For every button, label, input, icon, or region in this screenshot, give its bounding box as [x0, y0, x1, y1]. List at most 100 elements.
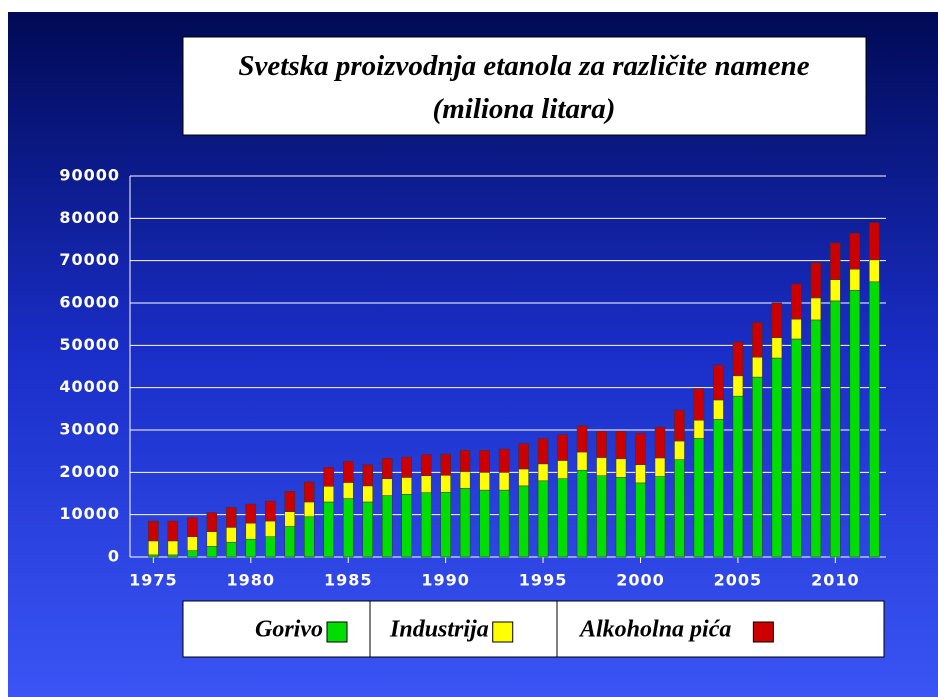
- x-tick-label: 2010: [811, 571, 860, 590]
- bar-segment: [167, 554, 179, 558]
- bar-segment: [479, 472, 490, 491]
- y-tick-label: 0: [108, 547, 120, 566]
- bar-segment: [537, 463, 549, 482]
- bar-segment: [810, 319, 822, 558]
- bar-segment: [557, 460, 568, 479]
- bar-segment: [420, 475, 432, 493]
- bar-segment: [401, 456, 412, 478]
- bar-segment: [654, 426, 666, 459]
- bar-segment: [284, 526, 296, 558]
- bar-segment: [810, 297, 822, 321]
- legend-label: Industrija: [389, 617, 489, 643]
- bar-segment: [323, 486, 334, 503]
- bar-segment: [830, 279, 841, 302]
- bar-segment: [459, 450, 471, 472]
- y-tick-label: 90000: [59, 166, 120, 185]
- bar-segment: [576, 451, 588, 471]
- bar-segment: [206, 512, 218, 532]
- bar-segment: [635, 482, 646, 558]
- bar-segment: [342, 461, 354, 483]
- x-tick-label: 1980: [227, 571, 276, 590]
- bar-segment: [226, 541, 237, 558]
- bar-segment: [752, 356, 763, 378]
- bar-segment: [459, 488, 471, 558]
- bar-segment: [518, 485, 529, 558]
- bar-segment: [440, 491, 451, 558]
- bar-segment: [693, 388, 705, 421]
- bar-segment: [420, 454, 432, 476]
- bar-segment: [869, 259, 880, 283]
- bar-segment: [693, 438, 705, 558]
- bar-segment: [187, 536, 198, 551]
- bar-segment: [304, 516, 315, 558]
- legend: Gorivo Industrija Alkoholna pića: [182, 600, 885, 658]
- bar-segment: [576, 469, 588, 558]
- bar-segment: [830, 300, 841, 558]
- bar-segment: [498, 489, 510, 558]
- y-tick-label: 70000: [59, 250, 120, 269]
- y-tick-label: 50000: [59, 335, 120, 354]
- bar-segment: [849, 268, 861, 291]
- bar-segment: [791, 338, 802, 558]
- bar-segment: [732, 375, 744, 397]
- bar-segment: [713, 419, 724, 558]
- bar-segment: [791, 283, 802, 320]
- x-tick-label: 2000: [616, 571, 665, 590]
- y-tick-label: 20000: [59, 462, 120, 481]
- bar-segment: [518, 468, 529, 487]
- bar-segment: [498, 448, 510, 473]
- legend-box: [556, 600, 885, 658]
- bar-segment: [440, 475, 451, 493]
- bar-segment: [830, 242, 841, 280]
- y-tick-label: 30000: [59, 420, 120, 439]
- bar-segment: [849, 290, 861, 558]
- bar-segment: [381, 495, 393, 558]
- title-box: [182, 36, 867, 136]
- bar-segment: [304, 481, 315, 503]
- x-tick-label: 2005: [714, 571, 763, 590]
- bar-segment: [440, 453, 451, 476]
- bar-segment: [713, 399, 724, 420]
- bar-segment: [459, 471, 471, 489]
- bar-segment: [284, 491, 296, 512]
- bar-segment: [771, 357, 783, 558]
- bar-segment: [381, 478, 393, 496]
- bar-segment: [752, 376, 763, 558]
- bar-segment: [557, 434, 568, 461]
- bar-segment: [265, 520, 276, 537]
- bar-segment: [206, 531, 218, 547]
- bar-segment: [362, 464, 373, 487]
- bar-segment: [479, 489, 490, 558]
- bar-segment: [323, 501, 334, 558]
- x-tick-label: 1985: [324, 571, 373, 590]
- bar-segment: [810, 262, 822, 299]
- bar-segment: [362, 485, 373, 503]
- bar-segment: [206, 546, 218, 558]
- legend-swatch: [752, 621, 774, 643]
- bar-segment: [498, 472, 510, 491]
- bar-segment: [674, 459, 685, 558]
- bar-segment: [265, 500, 276, 522]
- bar-segment: [362, 501, 373, 558]
- bar-segment: [771, 337, 783, 359]
- bar-segment: [245, 503, 257, 524]
- bar-segment: [381, 458, 393, 479]
- chart-title: Svetska proizvodnja etanola za različite…: [238, 50, 809, 82]
- chart-subtitle: (miliona litara): [433, 93, 616, 125]
- bar-segment: [245, 522, 257, 540]
- bar-segment: [537, 480, 549, 558]
- bar-segment: [420, 492, 432, 558]
- bar-segment: [323, 467, 334, 487]
- bar-segment: [284, 511, 296, 527]
- bar-segment: [693, 420, 705, 439]
- bar-segment: [167, 540, 179, 556]
- bar-segment: [615, 477, 627, 558]
- bar-segment: [401, 494, 412, 558]
- bar-segment: [187, 517, 198, 537]
- bar-segment: [771, 302, 783, 338]
- bar-segment: [226, 527, 237, 543]
- bar-segment: [245, 538, 257, 558]
- bar-segment: [265, 536, 276, 558]
